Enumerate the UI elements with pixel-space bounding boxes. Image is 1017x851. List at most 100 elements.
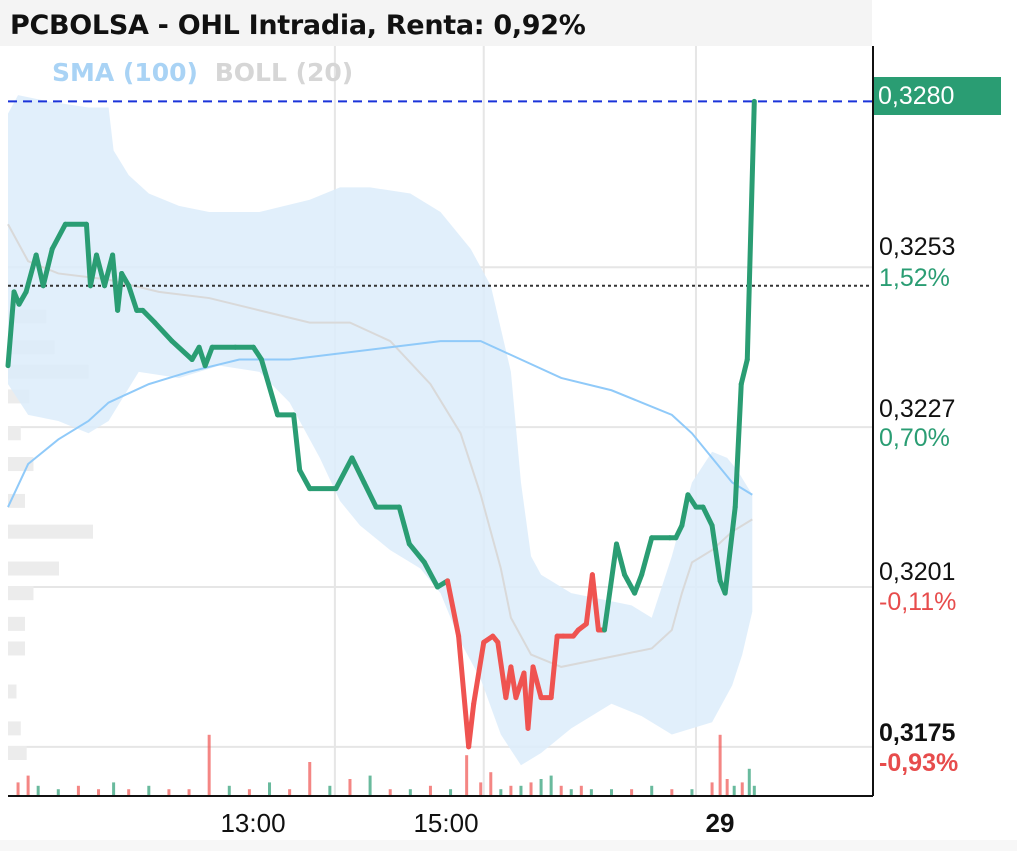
volume-bar-46 [732, 785, 736, 796]
volume-bar-12 [207, 734, 211, 796]
volume-bar-45 [725, 779, 729, 796]
volume-profile-bar-5 [8, 426, 21, 441]
price-segment-38 [421, 559, 440, 590]
volume-profile-bar-14 [8, 721, 21, 736]
sma-line [7, 340, 753, 508]
volume-bar-1 [16, 782, 20, 796]
price-segment-19 [152, 320, 175, 344]
volume-bar-15 [268, 782, 272, 796]
x-tick-1: 13:00 [220, 808, 286, 838]
bottom-strip [0, 840, 1017, 851]
price-segment-16 [126, 283, 140, 313]
y-tick-price-2: 0,3227 [879, 395, 956, 423]
volume-bar-20 [368, 775, 372, 796]
price-segment-33 [349, 455, 367, 485]
volume-bar-2 [26, 775, 30, 796]
price-segment-60 [589, 572, 601, 633]
volume-bar-39 [630, 789, 634, 796]
price-segment-18 [140, 307, 158, 326]
volume-bar-21 [388, 789, 392, 796]
price-segment-14 [115, 270, 125, 313]
price-segment-70 [679, 492, 691, 529]
volume-bar-34 [559, 785, 563, 796]
volume-bar-17 [308, 762, 312, 796]
price-segment-54 [548, 633, 560, 701]
last-price-tag: 0,3280 [874, 77, 1001, 115]
price-segment-6 [40, 246, 55, 289]
volume-bar-49 [752, 785, 756, 796]
price-segment-29 [291, 412, 303, 473]
price-segment-76 [722, 504, 738, 596]
price-segment-66 [639, 535, 655, 578]
price-segment-32 [333, 455, 355, 492]
y-tick-change-4: -0,93% [879, 749, 959, 777]
price-segment-23 [202, 344, 215, 369]
price-segment-42 [466, 701, 477, 750]
volume-bar-41 [670, 789, 674, 796]
volume-bar-26 [479, 782, 483, 796]
volume-bar-38 [609, 789, 613, 796]
volume-bar-23 [428, 785, 432, 796]
axes [8, 46, 874, 797]
price-segment-11 [94, 252, 108, 289]
volume-profile-bar-8 [8, 524, 93, 539]
volume-bar-16 [288, 789, 292, 796]
bollinger-middle-line [7, 223, 753, 668]
volume-bar-13 [227, 785, 231, 796]
volume-bar-47 [740, 782, 744, 796]
price-segment-52 [530, 664, 544, 701]
bollinger-band-fill [8, 95, 753, 766]
volume-bar-40 [650, 785, 654, 796]
x-tick-3: 29 [705, 808, 735, 838]
volume-bar-48 [747, 768, 751, 796]
price-segment-74 [709, 523, 723, 584]
legend-sma[interactable]: SMA (100) [52, 58, 198, 87]
volume-bar-24 [449, 789, 453, 796]
price-segment-79 [744, 98, 757, 363]
volume-bar-10 [167, 789, 171, 796]
volume-bar-27 [489, 772, 493, 796]
x-tick-2: 15:00 [413, 808, 479, 838]
legend-boll[interactable]: BOLL (20) [214, 58, 354, 87]
volume-bar-28 [499, 789, 503, 796]
volume-bar-36 [579, 785, 583, 796]
volume-bar-42 [690, 789, 694, 796]
reference-lines [8, 100, 878, 287]
price-segment-62 [601, 541, 620, 633]
volume-bar-11 [187, 789, 191, 796]
price-segment-30 [297, 467, 313, 492]
volume-bar-5 [76, 785, 80, 796]
price-segment-77 [732, 381, 744, 510]
volume-bar-19 [348, 779, 352, 796]
y-tick-change-2: 0,70% [879, 424, 950, 452]
price-segment-20 [169, 338, 195, 363]
price-segment-27 [258, 357, 281, 418]
chart-title: PCBOLSA - OHL Intradia, Renta: 0,92% [10, 10, 586, 41]
volume-bar-14 [247, 789, 251, 796]
y-tick-change-1: 1,52% [879, 264, 950, 292]
price-segment-41 [456, 633, 472, 750]
y-tick-change-3: -0,11% [879, 588, 957, 616]
price-series [5, 98, 757, 750]
price-segment-63 [614, 541, 628, 578]
volume-profile-bar-15 [8, 745, 27, 760]
volume-bar-35 [569, 789, 573, 796]
volume-bar-31 [529, 782, 533, 796]
chart-legend: SMA (100) BOLL (20) [52, 58, 353, 87]
volume-profile-bar-13 [8, 684, 17, 699]
bollinger-band [7, 95, 753, 766]
volume-bar-3 [36, 785, 40, 796]
y-tick-price-4: 0,3175 [879, 719, 956, 747]
price-segment-64 [622, 572, 638, 596]
price-segment-51 [525, 664, 536, 731]
price-segment-37 [406, 541, 427, 565]
price-segment-7 [49, 221, 68, 252]
volume-bar-25 [465, 755, 469, 796]
price-segment-40 [445, 578, 462, 639]
price-segment-43 [471, 639, 487, 707]
volume-bar-8 [127, 789, 131, 796]
volume-bar-33 [549, 775, 553, 796]
volume-bars [16, 734, 756, 796]
volume-bar-6 [97, 789, 101, 796]
